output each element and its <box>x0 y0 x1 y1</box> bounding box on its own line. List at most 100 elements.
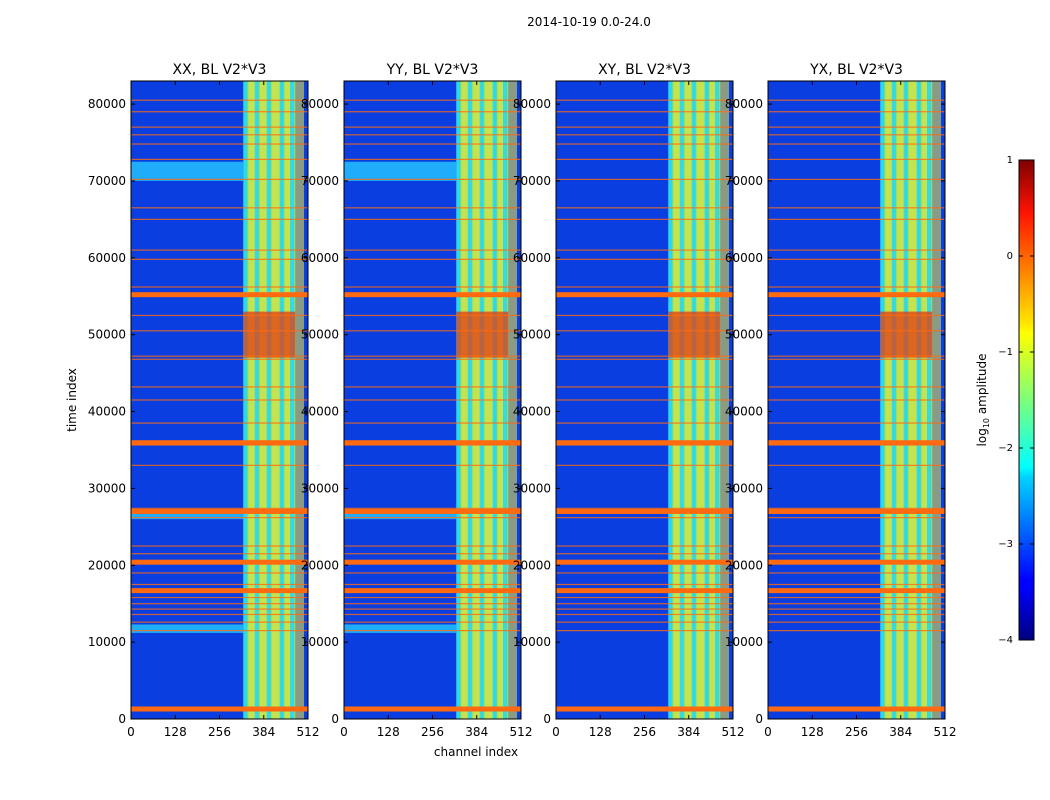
rfi-row <box>344 158 521 161</box>
y-tick-label: 20000 <box>725 558 763 572</box>
rfi-row <box>131 286 308 288</box>
rfi-row-strong <box>344 559 521 565</box>
x-tick-label: 256 <box>845 725 868 739</box>
y-tick-label: 20000 <box>301 558 339 572</box>
rfi-row-strong <box>556 292 733 298</box>
rfi-row <box>344 218 521 220</box>
y-tick-label: 40000 <box>725 405 763 419</box>
y-tick-label: 80000 <box>301 97 339 111</box>
colorbar: 10−1−2−3−4 log10 amplitude <box>975 155 1035 646</box>
rfi-row-strong <box>556 588 733 594</box>
y-tick-label: 60000 <box>725 251 763 265</box>
panels-group: XX, BL V2*V3 0 128 256 384 512 0 10000 20000 3000… <box>88 62 957 739</box>
x-tick-label: 128 <box>164 725 187 739</box>
rfi-row <box>556 111 733 113</box>
rfi-row <box>768 143 945 145</box>
rfi-row <box>556 422 733 424</box>
cyan-band <box>344 161 457 181</box>
rfi-row <box>131 126 308 128</box>
rfi-row-strong <box>768 588 945 594</box>
rfi-row <box>768 207 945 209</box>
rfi-row <box>344 608 521 610</box>
colorbar-tick-label: 0 <box>1007 251 1013 262</box>
x-tick-label: 256 <box>633 725 656 739</box>
rfi-row <box>768 572 945 574</box>
rfi-row-strong <box>131 508 308 514</box>
y-tick-label: 80000 <box>725 97 763 111</box>
rfi-row <box>768 596 945 599</box>
rfi-row <box>768 545 945 547</box>
rfi-row <box>344 126 521 128</box>
x-tick-label: 512 <box>934 725 957 739</box>
rfi-row <box>131 603 308 605</box>
rfi-row <box>768 583 945 586</box>
rfi-row <box>768 517 945 519</box>
cyan-band <box>131 161 244 181</box>
rfi-row <box>131 464 308 466</box>
rfi-row <box>556 258 733 260</box>
rfi-row <box>131 330 308 332</box>
rfi-row <box>131 314 308 317</box>
rfi-row <box>768 608 945 610</box>
rfi-row <box>556 630 733 632</box>
rfi-row <box>131 608 308 610</box>
rfi-row-strong <box>344 706 521 712</box>
rfi-row <box>344 464 521 466</box>
rfi-row-strong <box>131 706 308 712</box>
rfi-row <box>556 330 733 332</box>
rfi-row-strong <box>556 706 733 712</box>
rfi-row <box>556 583 733 586</box>
rfi-row <box>131 583 308 586</box>
rfi-row <box>344 517 521 519</box>
x-tick-label: 512 <box>722 725 745 739</box>
rfi-row <box>344 355 521 357</box>
rfi-row <box>768 613 945 616</box>
rfi-row <box>131 99 308 101</box>
rfi-row <box>556 99 733 101</box>
y-tick-label: 70000 <box>88 174 126 188</box>
rfi-row <box>768 386 945 388</box>
rfi-row <box>768 218 945 220</box>
x-tick-label: 0 <box>127 725 135 739</box>
y-tick-label: 0 <box>755 712 763 726</box>
rfi-row <box>131 143 308 145</box>
rfi-row <box>556 218 733 220</box>
colorbar-tick-label: −4 <box>998 635 1013 646</box>
bright-interval <box>880 311 933 358</box>
rfi-row <box>344 143 521 145</box>
rfi-row <box>131 399 308 401</box>
rfi-row <box>131 249 308 251</box>
rfi-row <box>768 314 945 317</box>
colorbar-gradient <box>1018 159 1035 641</box>
bright-interval <box>668 311 721 358</box>
rfi-row <box>344 630 521 632</box>
rfi-row <box>556 158 733 161</box>
rfi-row <box>556 314 733 317</box>
rfi-row <box>131 517 308 519</box>
rfi-row <box>131 613 308 616</box>
cyan-band <box>131 624 244 633</box>
x-tick-label: 512 <box>510 725 533 739</box>
rfi-row-strong <box>131 292 308 298</box>
rfi-row-strong <box>344 440 521 446</box>
rfi-row <box>344 507 521 509</box>
x-tick-label: 384 <box>889 725 912 739</box>
rfi-row <box>344 553 521 555</box>
rfi-row <box>768 286 945 288</box>
y-tick-label: 50000 <box>513 328 551 342</box>
rfi-row <box>131 178 308 180</box>
y-tick-label: 70000 <box>725 174 763 188</box>
rfi-row <box>344 249 521 251</box>
rfi-row <box>131 358 308 360</box>
rfi-row <box>556 572 733 574</box>
rfi-row <box>131 596 308 599</box>
rfi-row <box>768 330 945 332</box>
rfi-row <box>556 507 733 509</box>
rfi-row <box>131 630 308 632</box>
colorbar-tick-label: −2 <box>998 443 1013 454</box>
rfi-row <box>344 99 521 101</box>
y-tick-label: 20000 <box>513 558 551 572</box>
x-tick-label: 0 <box>340 725 348 739</box>
rfi-row <box>344 314 521 317</box>
